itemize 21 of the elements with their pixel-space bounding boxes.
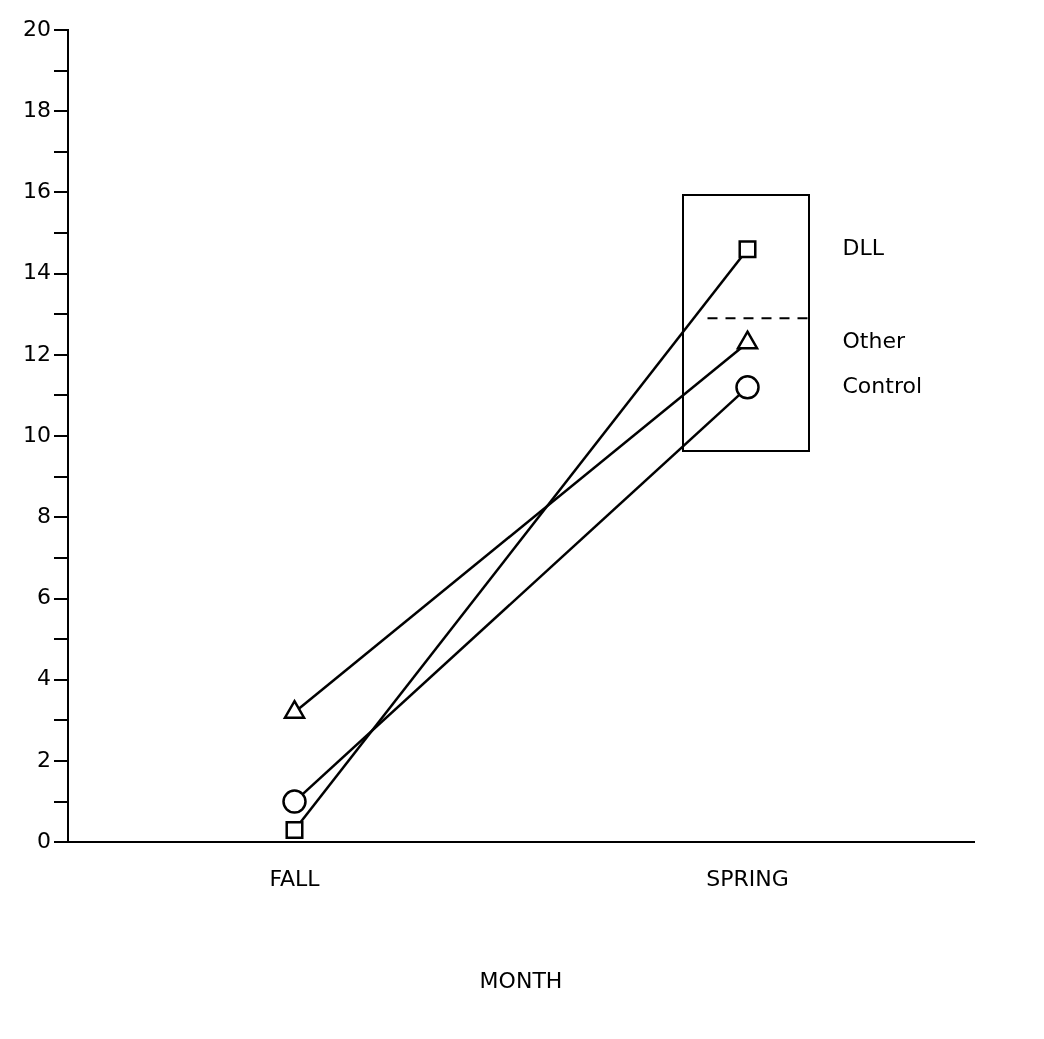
y-tick-label: 10 <box>22 421 51 447</box>
x-tick-label: SPRING <box>706 866 789 892</box>
y-tick-label: 16 <box>22 178 51 204</box>
x-tick-label: FALL <box>269 866 321 892</box>
text: Other <box>842 328 906 354</box>
y-tick-label: 14 <box>22 259 51 285</box>
point <box>738 240 757 259</box>
y-tick-label: 6 <box>36 584 51 610</box>
point <box>735 375 760 400</box>
y-tick-label: 20 <box>22 15 51 41</box>
text: Control <box>842 373 923 399</box>
y-tick-label: 12 <box>22 340 51 366</box>
y-tick-label: 8 <box>36 503 51 529</box>
x-axis-title: MONTH <box>479 967 563 993</box>
point <box>282 789 307 814</box>
text: DLL <box>842 235 885 261</box>
y-tick-label: 4 <box>36 665 51 691</box>
y-tick-label: 0 <box>36 827 51 853</box>
y-tick-label: 18 <box>22 96 51 122</box>
point <box>285 820 304 840</box>
y-tick-label: 2 <box>36 746 51 772</box>
